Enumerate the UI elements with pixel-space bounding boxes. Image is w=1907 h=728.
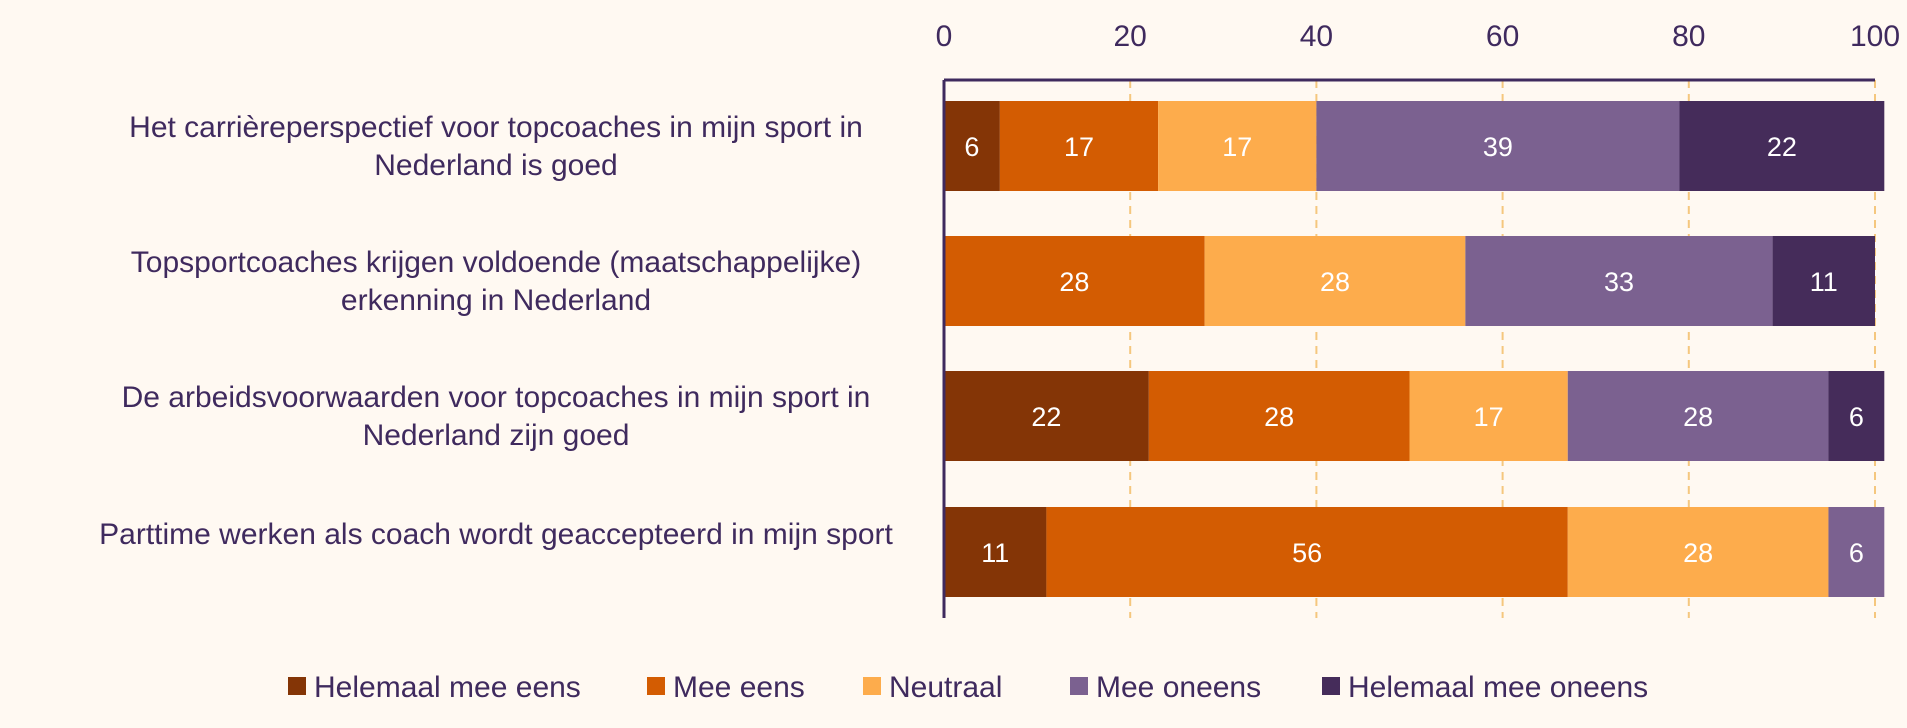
x-tick-label: 0 bbox=[936, 20, 953, 53]
bar-segment bbox=[999, 101, 1159, 191]
category-label: erkenning in Nederland bbox=[341, 284, 651, 317]
category-label: Nederland zijn goed bbox=[363, 419, 630, 452]
x-tick-label: 40 bbox=[1300, 20, 1333, 53]
category-label: Nederland is goed bbox=[374, 149, 618, 182]
bar-value-label: 11 bbox=[981, 538, 1009, 568]
category-label: Parttime werken als coach wordt geaccept… bbox=[99, 518, 893, 551]
bar-value-label: 28 bbox=[1683, 538, 1713, 568]
bar-value-label: 17 bbox=[1064, 132, 1094, 162]
bar-segment bbox=[1316, 101, 1680, 191]
legend-swatch bbox=[288, 677, 306, 695]
bar-segment bbox=[1046, 507, 1568, 597]
x-tick-label: 60 bbox=[1486, 20, 1519, 53]
x-tick-label: 100 bbox=[1850, 20, 1900, 53]
bar-value-label: 28 bbox=[1320, 267, 1350, 297]
bars: 6 17 17 39 22 28 28 33 11 22 28 17 28 6 11 56 28 6 bbox=[944, 101, 1885, 597]
category-labels: Het carrièreperspectief voor topcoaches … bbox=[99, 111, 893, 551]
legend: Helemaal mee eens Mee eens Neutraal Mee one… bbox=[288, 671, 1648, 704]
bar-segment bbox=[944, 371, 1149, 461]
bar-segment bbox=[1679, 101, 1885, 191]
x-tick-label: 20 bbox=[1114, 20, 1147, 53]
bar-segment bbox=[1158, 101, 1317, 191]
bar-segment bbox=[944, 507, 1047, 597]
bar-segment bbox=[944, 101, 1000, 191]
bar-value-label: 22 bbox=[1767, 132, 1797, 162]
legend-swatch bbox=[647, 677, 665, 695]
axes bbox=[942, 78, 1875, 618]
legend-swatch bbox=[1322, 677, 1340, 695]
legend-label: Mee eens bbox=[673, 671, 805, 704]
category-label: De arbeidsvoorwaarden voor topcoaches in… bbox=[122, 381, 871, 414]
bar-segment bbox=[1148, 371, 1410, 461]
bar-value-label: 56 bbox=[1292, 538, 1322, 568]
bar-segment bbox=[1204, 236, 1466, 326]
x-tick-label: 80 bbox=[1672, 20, 1705, 53]
bar-segment bbox=[1465, 236, 1773, 326]
bar-value-label: 22 bbox=[1031, 402, 1061, 432]
bar-value-label: 6 bbox=[1849, 538, 1864, 568]
bar-segment bbox=[1567, 507, 1829, 597]
bar-value-label: 11 bbox=[1810, 267, 1838, 297]
bar-value-label: 33 bbox=[1604, 267, 1634, 297]
bar-value-label: 28 bbox=[1264, 402, 1294, 432]
bar-value-label: 17 bbox=[1474, 402, 1504, 432]
bar-segment bbox=[1772, 236, 1875, 326]
x-tick-labels: 0 20 40 60 80 100 bbox=[936, 20, 1900, 53]
bar-segment bbox=[1567, 371, 1829, 461]
bar-value-label: 28 bbox=[1683, 402, 1713, 432]
bar-value-label: 17 bbox=[1222, 132, 1252, 162]
bar-value-label: 39 bbox=[1483, 132, 1513, 162]
bar-segment bbox=[1409, 371, 1568, 461]
bar-segment bbox=[1828, 507, 1885, 597]
legend-swatch bbox=[863, 677, 881, 695]
category-label: Topsportcoaches krijgen voldoende (maats… bbox=[131, 246, 861, 279]
bar-value-label: 6 bbox=[1849, 402, 1864, 432]
legend-label: Helemaal mee eens bbox=[314, 671, 581, 704]
category-label: Het carrièreperspectief voor topcoaches … bbox=[129, 111, 863, 144]
legend-label: Neutraal bbox=[889, 671, 1002, 704]
bar-value-label: 6 bbox=[964, 132, 979, 162]
legend-label: Mee oneens bbox=[1096, 671, 1261, 704]
bar-value-label: 28 bbox=[1059, 267, 1089, 297]
legend-swatch bbox=[1070, 677, 1088, 695]
bar-segment bbox=[944, 236, 1205, 326]
bar-segment bbox=[1828, 371, 1885, 461]
legend-label: Helemaal mee oneens bbox=[1348, 671, 1648, 704]
